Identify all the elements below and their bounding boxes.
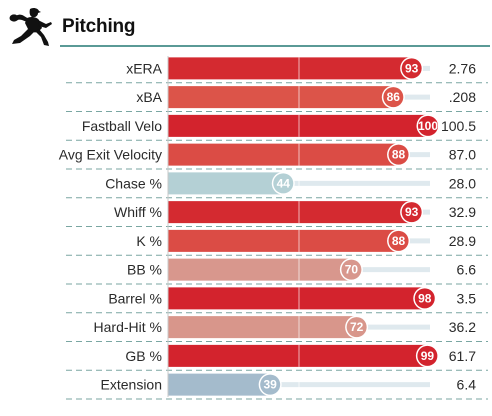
percentile-badge <box>341 259 362 280</box>
page-title: Pitching <box>62 16 136 37</box>
percentile-label: 86 <box>387 90 401 104</box>
metric-value: 32.9 <box>449 204 476 220</box>
metric-label: Hard-Hit % <box>94 319 162 335</box>
metric-row: Chase % 44 28.0 <box>66 171 488 199</box>
section-header: Pitching <box>0 0 492 48</box>
percentile-label: 93 <box>405 205 419 219</box>
percentile-label: 39 <box>264 378 278 392</box>
title-underline <box>60 45 490 47</box>
metric-value: 36.2 <box>449 319 476 335</box>
metric-label: Extension <box>101 377 162 393</box>
metric-label: Barrel % <box>108 290 162 306</box>
percentile-badge <box>417 345 438 366</box>
metric-row: Hard-Hit % 72 36.2 <box>66 315 488 342</box>
percentile-label: 44 <box>277 176 291 190</box>
metric-value: 3.5 <box>457 290 477 306</box>
metric-value: 61.7 <box>449 348 476 364</box>
percentile-badge <box>401 202 422 223</box>
metric-label: xERA <box>126 60 162 76</box>
percentile-badge <box>401 58 422 79</box>
metric-value: 87.0 <box>449 147 476 163</box>
percentile-label: 93 <box>405 61 419 75</box>
percentile-badge <box>388 144 409 165</box>
metric-row: Avg Exit Velocity 88 87.0 <box>59 143 488 170</box>
metric-label: Fastball Velo <box>82 118 162 134</box>
percentile-bar <box>168 172 284 195</box>
percentile-bar <box>168 229 399 252</box>
percentile-label: 70 <box>345 263 359 277</box>
metric-row: GB % 99 61.7 <box>66 344 488 371</box>
percentile-label: 100 <box>418 119 438 133</box>
metric-row: Whiff % 93 32.9 <box>66 200 488 227</box>
metric-label: GB % <box>125 348 162 364</box>
percentile-badge <box>388 230 409 251</box>
percentile-bar <box>168 201 412 224</box>
metric-label: K % <box>136 233 162 249</box>
percentile-label: 98 <box>418 291 432 305</box>
metric-value: 28.0 <box>449 175 476 191</box>
metric-row: BB % 70 6.6 <box>66 258 488 285</box>
percentile-badge <box>383 87 404 108</box>
metric-row: xERA 93 2.76 <box>66 56 488 84</box>
metric-label: BB % <box>127 262 162 278</box>
metric-value: 2.76 <box>449 60 476 76</box>
percentile-label: 88 <box>392 234 406 248</box>
metric-value: 6.6 <box>457 262 477 278</box>
metric-label: Whiff % <box>114 204 162 220</box>
percentile-bar <box>168 373 271 396</box>
percentile-bar <box>168 86 394 109</box>
metric-value: 6.4 <box>457 377 477 393</box>
percentile-badge <box>346 317 367 338</box>
percentile-label: 99 <box>421 349 435 363</box>
metric-row: Fastball Velo 100 100.5 <box>66 114 488 141</box>
metric-value: 28.9 <box>449 233 476 249</box>
metric-label: Chase % <box>105 175 162 191</box>
metric-value: .208 <box>449 89 476 105</box>
percentile-bar <box>168 287 425 310</box>
metric-row: K % 88 28.9 <box>66 229 488 256</box>
percentile-label: 72 <box>350 320 364 334</box>
percentile-badge <box>418 115 438 136</box>
percentile-badge <box>273 173 294 194</box>
percentile-bar <box>168 143 399 166</box>
percentile-bar <box>168 57 412 80</box>
metric-row: Barrel % 98 3.5 <box>66 286 488 314</box>
percentile-bar <box>168 316 357 339</box>
metric-label: xBA <box>136 89 162 105</box>
percentile-label: 88 <box>392 148 406 162</box>
percentile-badge <box>414 288 435 309</box>
percentile-bar <box>168 344 428 367</box>
percentile-badge <box>260 374 281 395</box>
metric-row: Extension 39 6.4 <box>66 373 488 400</box>
metric-label: Avg Exit Velocity <box>59 147 162 163</box>
metric-row: xBA 86 .208 <box>66 85 488 112</box>
pitcher-icon <box>8 6 54 48</box>
metric-value: 100.5 <box>441 118 476 134</box>
percentile-bar <box>168 258 352 281</box>
